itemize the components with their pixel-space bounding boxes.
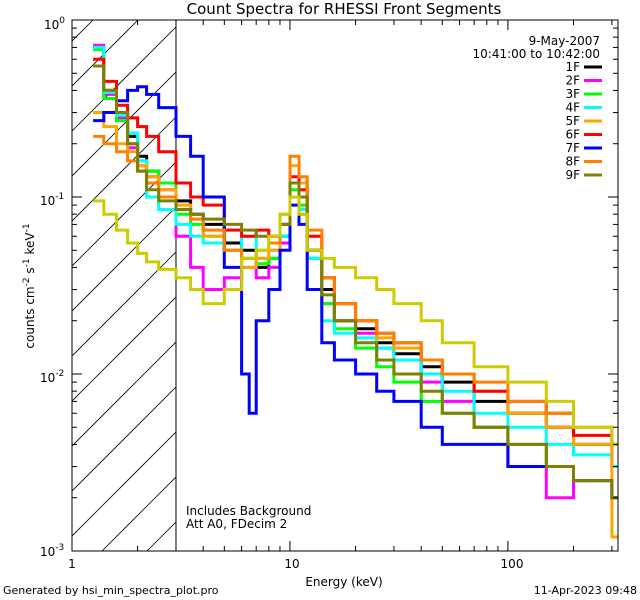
- series-line-9f: [93, 64, 618, 500]
- legend-label: 3F: [565, 87, 580, 101]
- plot-frame: [71, 19, 619, 552]
- y-axis-label: counts cm-2 s-1 keV-1: [22, 223, 37, 348]
- legend-label: 8F: [565, 155, 580, 169]
- hatch-line: [72, 20, 184, 132]
- y-tick-label: 10-2: [40, 369, 64, 385]
- annotation-attenuator: Att A0, FDecim 2: [186, 517, 287, 531]
- annotation-date: 9-May-2007: [529, 34, 600, 48]
- legend-label: 7F: [565, 141, 580, 155]
- series-group: [93, 43, 618, 539]
- legend-label: 9F: [565, 168, 580, 182]
- axis-ticks: [71, 19, 618, 552]
- chart-title: Count Spectra for RHESSI Front Segments: [187, 0, 502, 18]
- hatch-line: [72, 20, 229, 177]
- legend-label: 1F: [565, 60, 580, 74]
- y-tick-label: 10-3: [40, 543, 64, 559]
- annotation-background: Includes Background: [186, 504, 311, 518]
- legend-label: 2F: [565, 74, 580, 88]
- y-tick-label: 100: [44, 16, 65, 32]
- legend-label: 6F: [565, 128, 580, 142]
- excluded-region-hatching: [0, 20, 618, 551]
- legend-label: 5F: [565, 114, 580, 128]
- series-line-extra-9: [93, 195, 618, 446]
- footer-timestamp: 11-Apr-2023 09:48: [534, 584, 637, 597]
- x-tick-labels: 1 10 100: [68, 557, 523, 571]
- x-tick-label: 10: [284, 557, 299, 571]
- y-tick-label: 10-1: [40, 192, 64, 208]
- footer-generator: Generated by hsi_min_spectra_plot.pro: [3, 584, 219, 597]
- hatch-mask: [175, 20, 618, 551]
- x-axis-label: Energy (keV): [305, 575, 382, 589]
- hatch-line: [72, 20, 94, 42]
- x-tick-label: 100: [501, 557, 524, 571]
- hatch-line: [0, 20, 3, 551]
- series-line-7f: [93, 85, 618, 500]
- annotation-time-range: 10:41:00 to 10:42:00: [473, 47, 600, 61]
- y-tick-labels: 100 10-1 10-2 10-3: [40, 16, 65, 559]
- legend-label: 4F: [565, 101, 580, 115]
- x-tick-label: 1: [68, 557, 76, 571]
